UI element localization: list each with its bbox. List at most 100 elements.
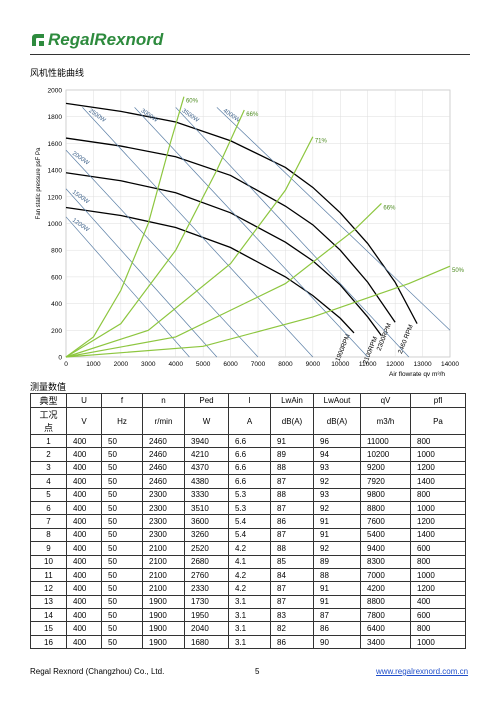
x-tick-label: 11000: [359, 361, 377, 368]
data-cell: 400: [66, 447, 102, 462]
data-cell: 2680: [184, 554, 229, 569]
y-tick-label: 200: [51, 328, 62, 335]
data-cell: 88: [270, 541, 314, 556]
data-cell: 15: [30, 621, 67, 636]
curve: [216, 107, 451, 331]
data-cell: 3.1: [228, 594, 271, 610]
data-cell: 12: [30, 581, 67, 596]
data-row: 3 400 50 2460 4370 6.6 88 93 9200 1200: [30, 460, 466, 476]
data-cell: 50: [101, 487, 143, 502]
data-cell: 4: [30, 474, 67, 489]
data-cell: 7800: [360, 608, 411, 623]
data-cell: 2300: [142, 527, 185, 543]
data-cell: 8: [30, 527, 67, 543]
curve: [65, 172, 382, 337]
footer-link[interactable]: www.regalrexnord.com.cn: [376, 667, 469, 676]
data-cell: 600: [410, 541, 466, 556]
data-cell: 1000: [410, 567, 466, 583]
data-cell: 3940: [184, 433, 229, 449]
data-cell: 1680: [184, 634, 229, 650]
curve: [65, 206, 355, 334]
logo: RegalRexnord: [30, 30, 163, 50]
data-cell: 2300: [142, 500, 185, 516]
data-cell: 4370: [184, 460, 229, 476]
data-cell: 8300: [360, 554, 411, 569]
data-row: 5 400 50 2300 3330 5.3 88 93 9800 800: [30, 487, 466, 502]
data-cell: 2460: [142, 447, 185, 462]
x-axis-label: Air flowrate qv m³/h: [389, 371, 445, 378]
y-tick-label: 1800: [48, 114, 63, 121]
curve-label: 50%: [452, 268, 465, 274]
data-cell: 2460: [142, 474, 185, 489]
data-cell: 3510: [184, 500, 229, 516]
data-cell: 3: [30, 460, 67, 476]
data-cell: 800: [410, 433, 466, 449]
data-cell: 93: [313, 460, 361, 476]
data-cell: 2040: [184, 621, 229, 636]
data-cell: 50: [101, 447, 143, 462]
data-cell: 93: [313, 487, 361, 502]
data-row: 10 400 50 2100 2680 4.1 85 89 8300 800: [30, 554, 466, 569]
data-cell: 96: [313, 433, 361, 449]
data-cell: 1: [30, 433, 67, 449]
data-cell: 86: [313, 621, 361, 636]
data-cell: 91: [313, 527, 361, 543]
data-cell: 400: [66, 433, 102, 449]
x-tick-label: 14000: [441, 361, 459, 368]
header-cell: U: [66, 393, 102, 408]
data-cell: 400: [66, 514, 102, 529]
data-cell: 50: [101, 500, 143, 516]
data-row: 7 400 50 2300 3600 5.4 86 91 7600 1200: [30, 514, 466, 529]
data-cell: 1900: [142, 621, 185, 636]
data-cell: 50: [101, 554, 143, 569]
header-cell: dB(A): [313, 407, 361, 435]
y-tick-label: 1200: [48, 194, 63, 201]
data-cell: 10: [30, 554, 67, 569]
data-cell: 16: [30, 634, 67, 650]
x-tick-label: 12000: [386, 361, 404, 368]
data-cell: 400: [66, 594, 102, 610]
curve: [65, 149, 259, 358]
data-cell: 6.6: [228, 433, 271, 449]
header-cell: Hz: [101, 407, 143, 435]
header-cell: f: [101, 393, 143, 408]
data-cell: 8800: [360, 500, 411, 516]
header-cell: I: [228, 393, 271, 408]
data-cell: 800: [410, 621, 466, 636]
data-cell: 2100: [142, 554, 185, 569]
data-cell: 89: [270, 447, 314, 462]
data-cell: 6400: [360, 621, 411, 636]
y-tick-label: 1000: [48, 221, 63, 228]
header-cell: m3/h: [360, 407, 411, 435]
data-cell: 88: [270, 460, 314, 476]
data-cell: 2: [30, 447, 67, 462]
data-row: 14 400 50 1900 1950 3.1 83 87 7800 600: [30, 608, 466, 623]
data-cell: 50: [101, 527, 143, 543]
data-cell: 4.2: [228, 567, 271, 583]
data-cell: 11000: [360, 433, 411, 449]
data-cell: 3260: [184, 527, 229, 543]
logo-icon: [32, 34, 44, 46]
header-cell: Ped: [184, 393, 229, 408]
data-cell: 50: [101, 608, 143, 623]
data-cell: 5: [30, 487, 67, 502]
header-cell: r/min: [142, 407, 185, 435]
data-cell: 7: [30, 514, 67, 529]
data-cell: 3.1: [228, 621, 271, 636]
data-cell: 91: [270, 433, 314, 449]
data-cell: 400: [66, 541, 102, 556]
data-cell: 2330: [184, 581, 229, 596]
data-cell: 400: [66, 567, 102, 583]
data-cell: 50: [101, 460, 143, 476]
x-tick-label: 13000: [414, 361, 432, 368]
y-tick-label: 2000: [48, 88, 63, 95]
data-cell: 9: [30, 541, 67, 556]
data-cell: 50: [101, 474, 143, 489]
data-cell: 92: [313, 500, 361, 516]
data-cell: 84: [270, 567, 314, 583]
data-cell: 5.4: [228, 527, 271, 543]
header-cell: LwAin: [270, 393, 314, 408]
data-cell: 50: [101, 514, 143, 529]
